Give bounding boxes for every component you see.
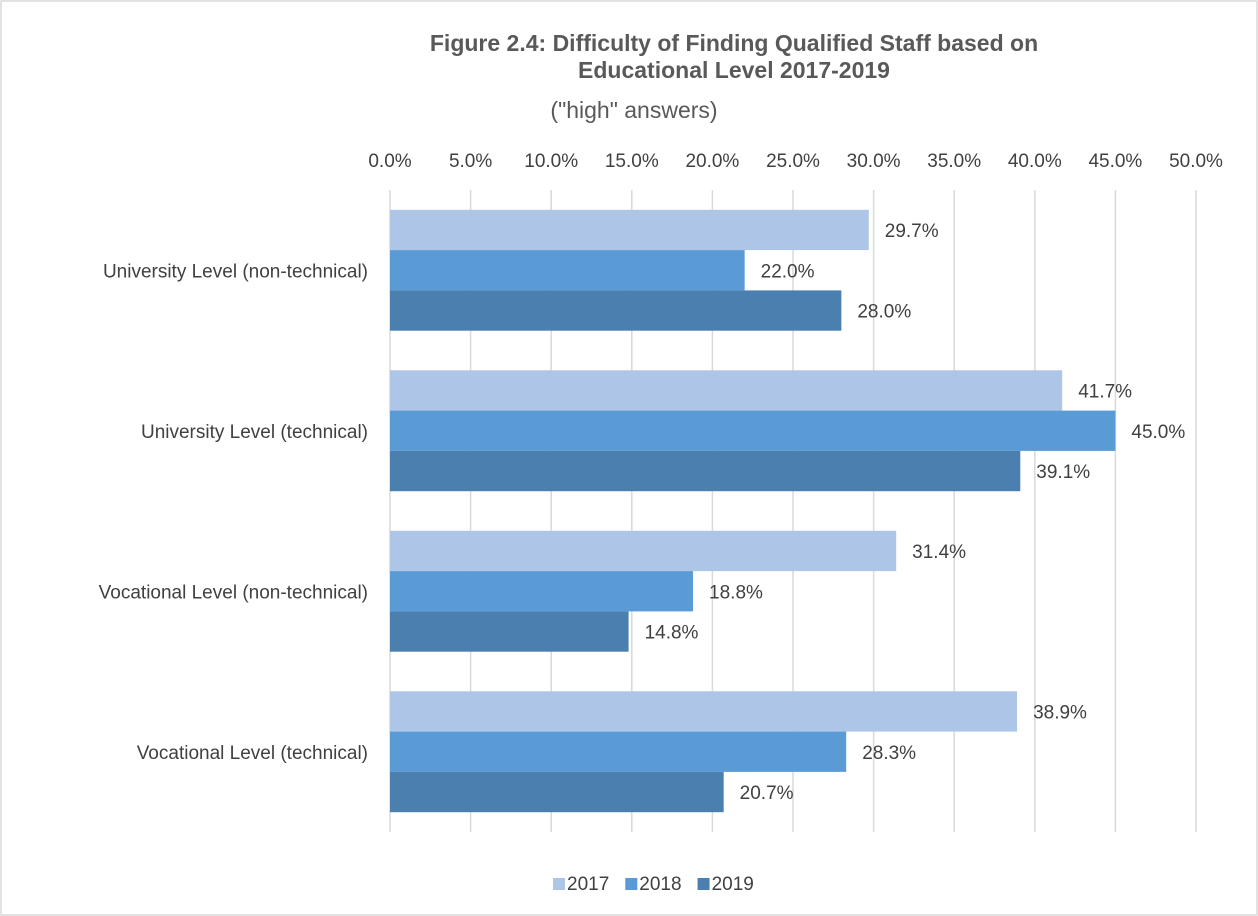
- data-label: 22.0%: [761, 261, 815, 282]
- x-tick-label: 20.0%: [685, 151, 739, 172]
- data-label: 20.7%: [740, 783, 794, 804]
- x-tick-label: 15.0%: [605, 151, 659, 172]
- bar: [390, 209, 869, 251]
- x-tick-label: 25.0%: [766, 151, 820, 172]
- data-label: 31.4%: [912, 542, 966, 563]
- x-tick-label: 40.0%: [1008, 151, 1062, 172]
- data-label: 28.0%: [857, 302, 911, 323]
- data-label: 14.8%: [645, 623, 699, 644]
- bar: [390, 771, 724, 813]
- legend-label: 2018: [639, 874, 681, 895]
- chart-subtitle: ("high" answers): [550, 97, 718, 123]
- bar: [390, 290, 842, 331]
- bar: [390, 250, 745, 291]
- data-label: 41.7%: [1078, 381, 1132, 402]
- data-label: 29.7%: [885, 221, 939, 242]
- data-label: 38.9%: [1033, 702, 1087, 723]
- y-tick-label: Vocational Level (technical): [137, 743, 368, 764]
- x-tick-label: 0.0%: [368, 151, 411, 172]
- bar: [390, 410, 1116, 451]
- bar: [390, 370, 1063, 411]
- data-label: 18.8%: [709, 582, 763, 603]
- y-tick-label: University Level (non-technical): [103, 261, 368, 282]
- legend-swatch: [697, 878, 710, 890]
- data-label: 39.1%: [1036, 462, 1090, 483]
- bar: [390, 530, 897, 572]
- legend-label: 2017: [567, 874, 609, 895]
- y-tick-label: Vocational Level (non-technical): [99, 582, 368, 603]
- bar: [390, 611, 629, 652]
- x-tick-label: 50.0%: [1169, 151, 1223, 172]
- x-tick-label: 35.0%: [927, 151, 981, 172]
- bar: [390, 571, 694, 612]
- y-tick-label: University Level (technical): [141, 422, 368, 443]
- bar: [390, 731, 847, 772]
- chart-title: Figure 2.4: Difficulty of Finding Qualif…: [429, 30, 1039, 83]
- bar: [390, 691, 1018, 732]
- x-tick-label: 45.0%: [1088, 151, 1142, 172]
- x-tick-label: 30.0%: [847, 151, 901, 172]
- bar: [390, 450, 1021, 492]
- data-label: 45.0%: [1131, 422, 1185, 443]
- x-tick-label: 5.0%: [449, 151, 492, 172]
- legend-label: 2019: [712, 874, 754, 895]
- legend-swatch: [625, 878, 638, 890]
- x-tick-label: 10.0%: [524, 151, 578, 172]
- data-label: 28.3%: [862, 743, 916, 764]
- legend-swatch: [553, 878, 565, 890]
